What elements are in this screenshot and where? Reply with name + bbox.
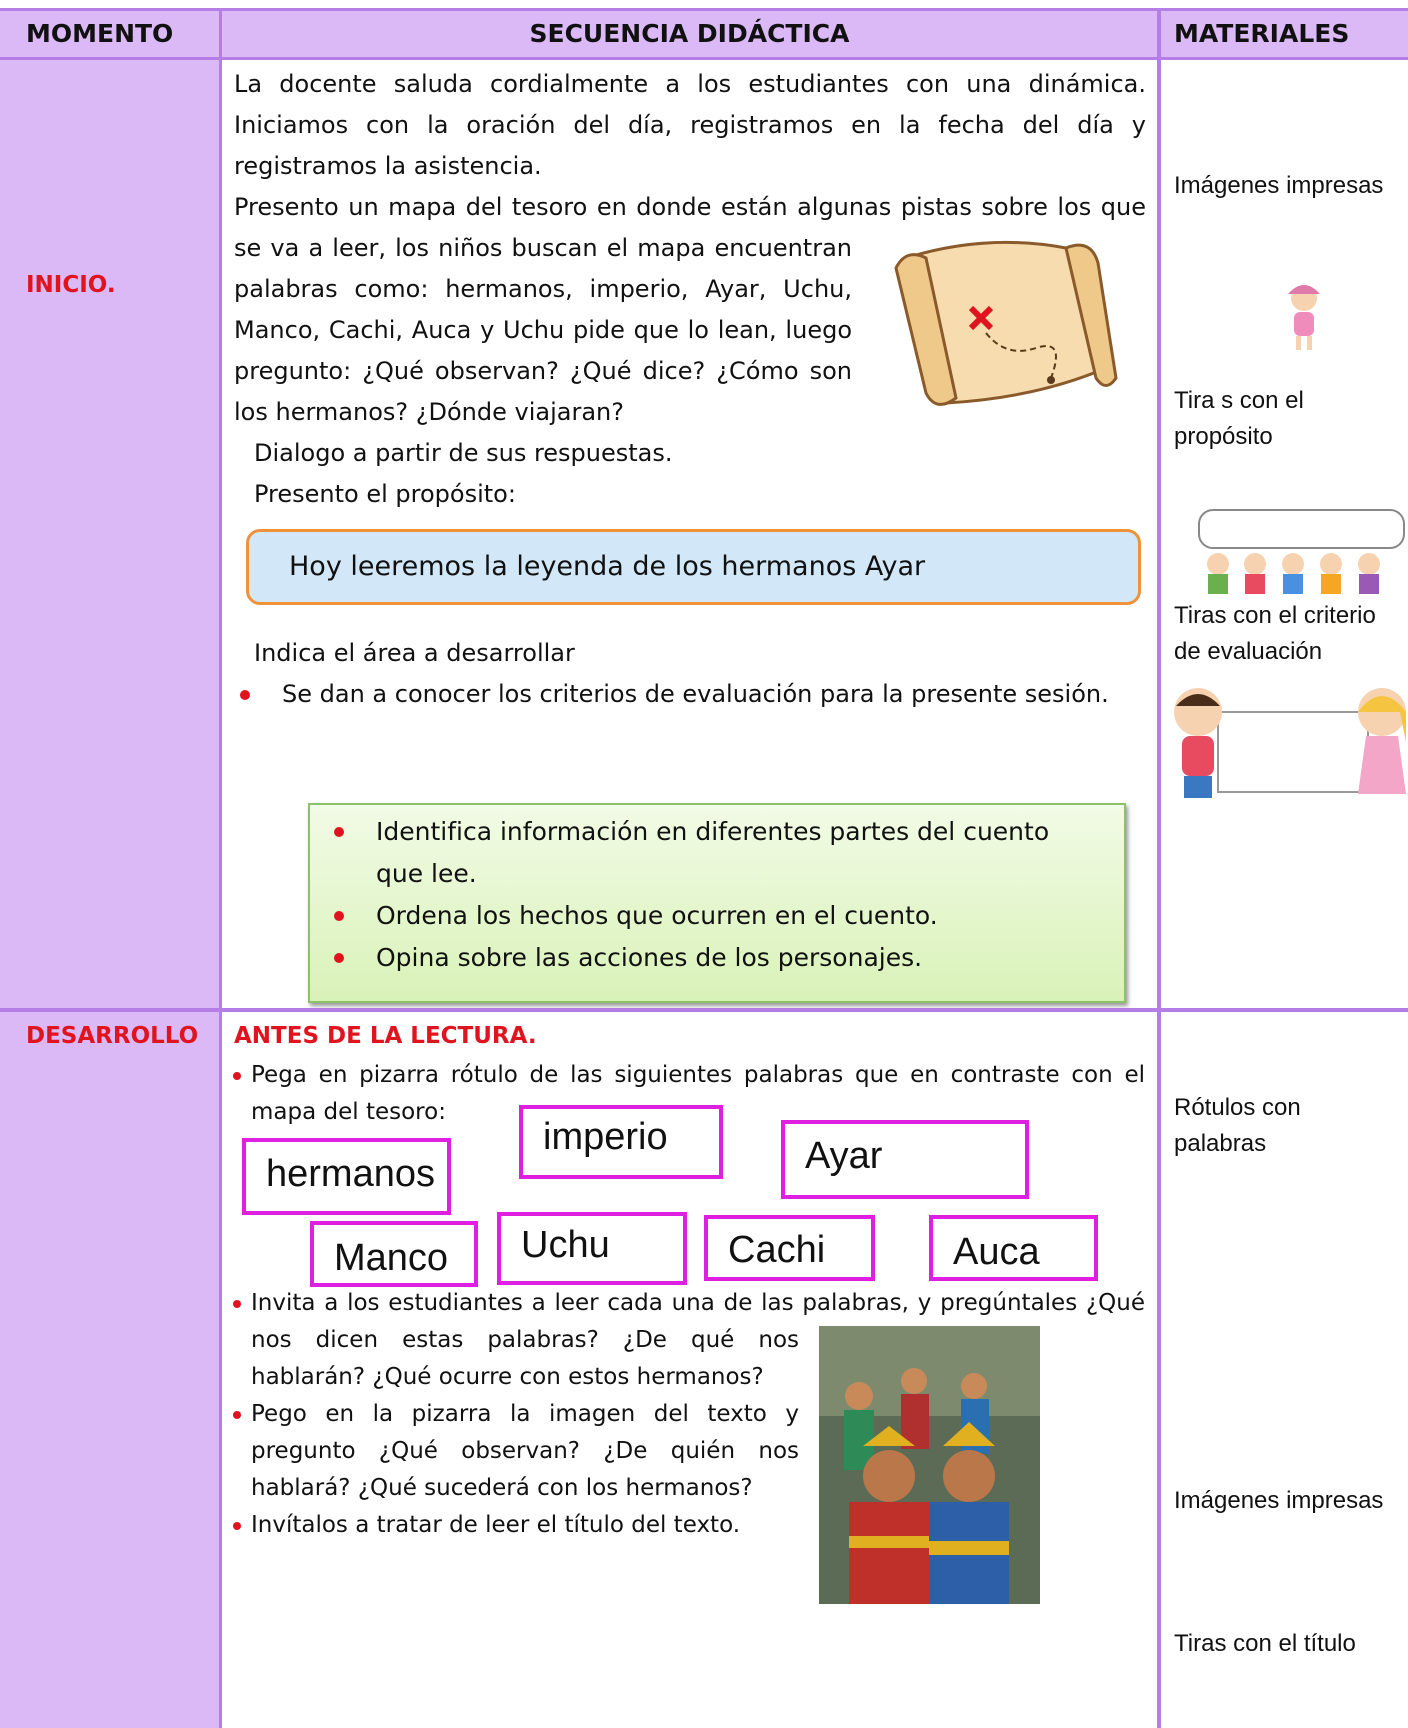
bullet-dot xyxy=(334,827,344,837)
bullet-text: Invítalos a tratar de leer el título del… xyxy=(251,1512,741,1538)
border xyxy=(0,57,1408,60)
word-card: Ayar xyxy=(781,1120,1029,1199)
material: Tiras con el título xyxy=(1174,1630,1356,1657)
paragraph: Dialogo a partir de sus respuestas. xyxy=(254,439,673,467)
material: Rótulos con palabras xyxy=(1174,1094,1301,1157)
paragraph: Presento el propósito: xyxy=(254,480,516,508)
kid-icon xyxy=(1288,285,1320,350)
inca-image xyxy=(819,1326,1040,1604)
word-card: Cachi xyxy=(704,1215,875,1281)
section-heading: ANTES DE LA LECTURA. xyxy=(234,1023,537,1049)
map-wrap: Presento un mapa del tesoro en donde est… xyxy=(234,187,1146,433)
border xyxy=(1157,8,1161,1728)
inca-illustration xyxy=(819,1326,1040,1604)
criterion-text: Ordena los hechos que ocurren en el cuen… xyxy=(376,901,938,930)
banner-kids xyxy=(1198,509,1405,594)
moment-column xyxy=(0,58,220,1728)
criteria-box: Identifica información en diferentes par… xyxy=(308,803,1126,1003)
bullet-text: Pega en pizarra rótulo de las siguientes… xyxy=(251,1062,1145,1125)
word-card: hermanos xyxy=(242,1138,451,1215)
material: Tira s con el propósito xyxy=(1174,387,1304,450)
bullet: Pego en la pizarra la imagen del texto y… xyxy=(233,1396,1145,1507)
material: Imágenes impresas xyxy=(1174,1487,1384,1514)
material: Tiras con el criterio de evaluación xyxy=(1174,602,1376,665)
border xyxy=(0,8,1408,11)
inicio-cell: La docente saluda cordialmente a los est… xyxy=(222,60,1157,1008)
bullet: Pega en pizarra rótulo de las siguientes… xyxy=(233,1057,1145,1131)
criterion: Identifica información en diferentes par… xyxy=(334,811,1104,895)
moment-label: INICIO. xyxy=(26,272,116,298)
bullet-dot xyxy=(233,1411,241,1419)
word-card: Uchu xyxy=(497,1212,687,1285)
bullet-dot xyxy=(334,953,344,963)
header-row xyxy=(0,8,1408,58)
bullet-text: Se dan a conocer los criterios de evalua… xyxy=(282,680,1109,708)
criterion: Ordena los hechos que ocurren en el cuen… xyxy=(334,895,1104,937)
bullet-dot xyxy=(233,1072,241,1080)
moment-label: DESARROLLO xyxy=(26,1023,199,1049)
bullet: Invita a los estudiantes a leer cada una… xyxy=(233,1285,1145,1396)
material: Imágenes impresas xyxy=(1174,172,1384,199)
treasure-map xyxy=(894,240,1118,406)
paragraph: Presento un mapa del tesoro en donde est… xyxy=(234,193,1146,426)
bullet-text: Pego en la pizarra la imagen del texto y… xyxy=(251,1401,799,1501)
bullet-dot xyxy=(233,1300,241,1308)
purpose-box: Hoy leeremos la leyenda de los hermanos … xyxy=(246,529,1141,605)
bullet-dot xyxy=(240,690,250,700)
border xyxy=(0,1008,1408,1012)
paragraph: Indica el área a desarrollar xyxy=(254,639,575,667)
header-sequence: SECUENCIA DIDÁCTICA xyxy=(529,19,850,48)
bullet-text: Invita a los estudiantes a leer cada una… xyxy=(251,1290,1145,1390)
border xyxy=(219,8,222,1728)
paragraph: La docente saluda cordialmente a los est… xyxy=(234,70,1146,180)
word-card: Manco xyxy=(310,1221,478,1287)
bullet-block: Pega en pizarra rótulo de las siguientes… xyxy=(233,1057,1145,1131)
header-materials: MATERIALES xyxy=(1174,19,1350,48)
word-card: imperio xyxy=(519,1105,723,1179)
criterion-text: Identifica información en diferentes par… xyxy=(376,817,1050,888)
word-card: Auca xyxy=(929,1215,1098,1281)
inicio-content: La docente saluda cordialmente a los est… xyxy=(234,64,1146,715)
criterion-text: Opina sobre las acciones de los personaj… xyxy=(376,943,923,972)
bullet: Se dan a conocer los criterios de evalua… xyxy=(234,674,1146,715)
criterion: Opina sobre las acciones de los personaj… xyxy=(334,937,1104,979)
map-image xyxy=(866,228,1146,418)
header-moment: MOMENTO xyxy=(26,19,174,48)
sign-kids xyxy=(1174,688,1406,798)
bullet: Invítalos a tratar de leer el título del… xyxy=(233,1507,1145,1544)
bullet-dot xyxy=(334,911,344,921)
bullet-dot xyxy=(233,1522,241,1530)
bullet-block: Invita a los estudiantes a leer cada una… xyxy=(233,1285,1145,1604)
